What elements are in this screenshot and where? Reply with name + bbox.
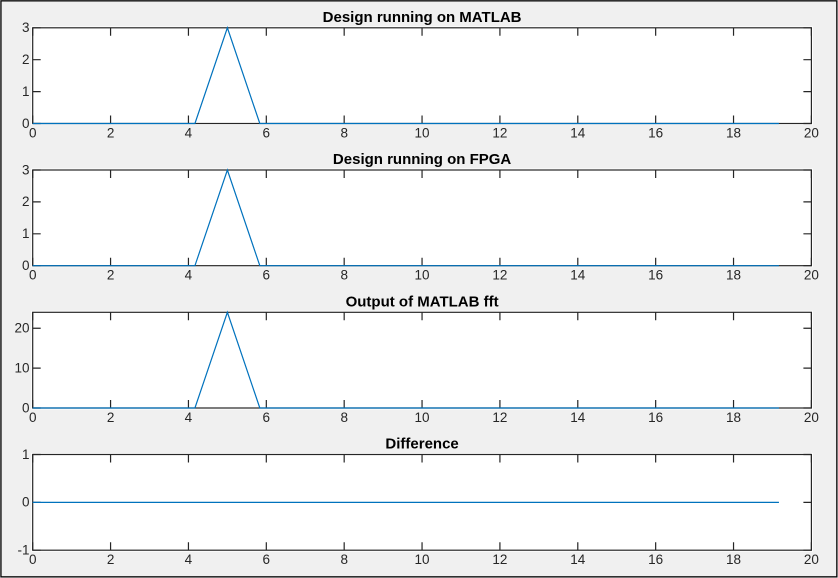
svg-text:Output of MATLAB fft: Output of MATLAB fft [346, 293, 499, 310]
svg-text:1: 1 [22, 447, 30, 462]
svg-text:2: 2 [107, 410, 115, 425]
svg-text:6: 6 [263, 410, 271, 425]
svg-text:0: 0 [29, 268, 37, 283]
svg-text:8: 8 [340, 268, 348, 283]
svg-text:1: 1 [22, 84, 30, 99]
svg-text:0: 0 [22, 400, 30, 415]
svg-text:8: 8 [340, 410, 348, 425]
svg-text:10: 10 [414, 268, 429, 283]
svg-text:14: 14 [570, 410, 586, 425]
svg-text:18: 18 [726, 125, 741, 140]
svg-text:3: 3 [22, 162, 30, 177]
svg-text:6: 6 [263, 125, 271, 140]
svg-text:18: 18 [726, 552, 741, 567]
svg-text:2: 2 [107, 125, 115, 140]
svg-text:0: 0 [22, 495, 30, 510]
svg-text:20: 20 [804, 552, 819, 567]
svg-text:18: 18 [726, 410, 741, 425]
svg-text:8: 8 [340, 125, 348, 140]
svg-text:14: 14 [570, 125, 586, 140]
svg-text:0: 0 [22, 258, 30, 273]
svg-text:14: 14 [570, 552, 586, 567]
svg-text:14: 14 [570, 268, 586, 283]
svg-text:4: 4 [185, 268, 193, 283]
svg-text:16: 16 [648, 125, 663, 140]
svg-text:20: 20 [804, 125, 819, 140]
svg-text:6: 6 [263, 268, 271, 283]
svg-text:2: 2 [22, 194, 30, 209]
svg-text:Difference: Difference [385, 436, 458, 453]
svg-text:12: 12 [492, 125, 507, 140]
svg-text:4: 4 [185, 410, 193, 425]
svg-text:16: 16 [648, 268, 663, 283]
svg-text:1: 1 [22, 226, 30, 241]
svg-text:3: 3 [22, 20, 30, 35]
svg-text:16: 16 [648, 410, 663, 425]
svg-text:10: 10 [14, 360, 29, 375]
svg-text:0: 0 [29, 552, 37, 567]
svg-text:2: 2 [107, 268, 115, 283]
svg-text:12: 12 [492, 268, 507, 283]
svg-text:4: 4 [185, 125, 193, 140]
svg-text:-1: -1 [17, 543, 29, 558]
svg-text:2: 2 [107, 552, 115, 567]
svg-text:8: 8 [340, 552, 348, 567]
svg-text:20: 20 [14, 321, 29, 336]
svg-text:4: 4 [185, 552, 193, 567]
svg-text:2: 2 [22, 52, 30, 67]
svg-text:10: 10 [414, 552, 429, 567]
svg-text:Design running on MATLAB: Design running on MATLAB [323, 9, 522, 26]
svg-text:16: 16 [648, 552, 663, 567]
svg-text:10: 10 [414, 125, 429, 140]
svg-text:0: 0 [29, 410, 37, 425]
svg-text:6: 6 [263, 552, 271, 567]
svg-text:12: 12 [492, 410, 507, 425]
svg-text:0: 0 [22, 116, 30, 131]
svg-text:20: 20 [804, 268, 819, 283]
svg-text:10: 10 [414, 410, 429, 425]
svg-text:12: 12 [492, 552, 507, 567]
svg-text:0: 0 [29, 125, 37, 140]
svg-text:20: 20 [804, 410, 819, 425]
svg-text:Design running on FPGA: Design running on FPGA [333, 151, 511, 168]
svg-text:18: 18 [726, 268, 741, 283]
